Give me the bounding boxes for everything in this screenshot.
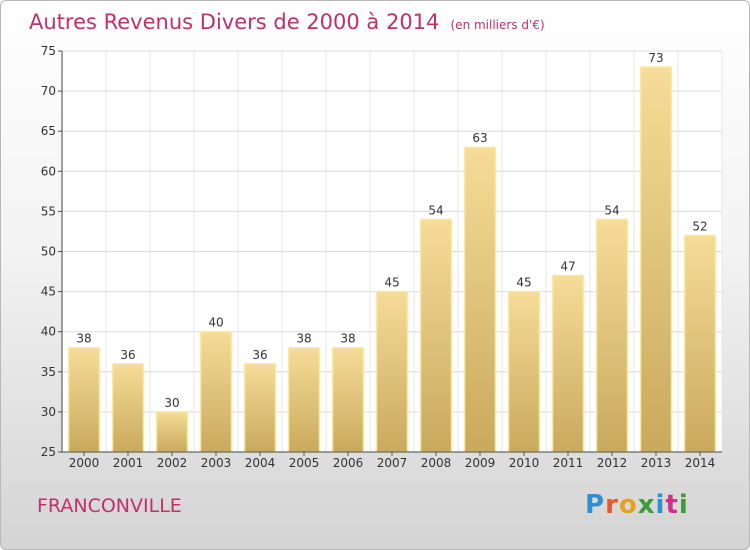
logo-letter: i [678, 490, 689, 520]
y-tick-label: 75 [41, 44, 56, 58]
data-label: 73 [648, 51, 663, 65]
logo-letter: o [618, 490, 638, 520]
bar [595, 218, 629, 453]
bar [287, 346, 321, 453]
data-label: 36 [120, 348, 135, 362]
y-tick-label: 60 [41, 164, 56, 178]
data-label: 38 [76, 332, 91, 346]
x-tick-label: 2010 [509, 456, 540, 470]
bar [507, 290, 541, 453]
bar [375, 290, 409, 453]
x-tick-label: 2013 [641, 456, 672, 470]
data-label: 38 [340, 332, 355, 346]
logo-letter: r [605, 490, 619, 520]
logo-letter: t [665, 490, 679, 520]
x-tick-label: 2006 [333, 456, 364, 470]
bar [67, 346, 101, 453]
x-tick-label: 2001 [113, 456, 144, 470]
x-tick-label: 2003 [201, 456, 232, 470]
y-tick-label: 65 [41, 124, 56, 138]
logo-letter: i [655, 490, 666, 520]
x-tick-label: 2009 [465, 456, 496, 470]
y-tick-label: 50 [41, 245, 56, 259]
bar [639, 66, 673, 453]
y-tick-label: 35 [41, 365, 56, 379]
data-label: 38 [296, 332, 311, 346]
x-tick-label: 2000 [69, 456, 100, 470]
bar [199, 330, 233, 453]
bar [551, 274, 585, 453]
data-label: 47 [560, 260, 575, 274]
bar [683, 234, 717, 453]
x-tick-label: 2004 [245, 456, 276, 470]
x-tick-label: 2007 [377, 456, 408, 470]
y-tick-label: 30 [41, 405, 56, 419]
x-tick-label: 2002 [157, 456, 188, 470]
data-label: 36 [252, 348, 267, 362]
y-tick-label: 55 [41, 204, 56, 218]
data-label: 30 [164, 396, 179, 410]
logo-letter: x [637, 490, 656, 520]
bar [111, 363, 145, 453]
city-name: FRANCONVILLE [37, 495, 182, 517]
y-tick-label: 40 [41, 325, 56, 339]
title-text: Autres Revenus Divers de 2000 à 2014 [29, 10, 440, 34]
data-label: 40 [208, 316, 223, 330]
title-unit: (en milliers d'€) [450, 18, 545, 32]
x-tick-label: 2012 [597, 456, 628, 470]
chart-title: Autres Revenus Divers de 2000 à 2014 (en… [29, 10, 545, 34]
proxiti-logo: Proxiti [585, 490, 689, 520]
data-label: 52 [692, 219, 707, 233]
data-label: 45 [384, 276, 399, 290]
bar [155, 411, 189, 453]
data-label: 63 [472, 131, 487, 145]
y-tick-label: 25 [41, 445, 56, 459]
logo-letter: P [585, 490, 606, 520]
data-label: 54 [428, 203, 443, 217]
y-tick-label: 70 [41, 84, 56, 98]
x-tick-label: 2005 [289, 456, 320, 470]
y-tick-label: 45 [41, 285, 56, 299]
bar [243, 363, 277, 453]
x-tick-label: 2014 [685, 456, 716, 470]
data-label: 54 [604, 203, 619, 217]
bar [419, 218, 453, 453]
bar [463, 146, 497, 453]
data-label: 45 [516, 276, 531, 290]
bar [331, 346, 365, 453]
x-tick-label: 2011 [553, 456, 584, 470]
x-tick-label: 2008 [421, 456, 452, 470]
